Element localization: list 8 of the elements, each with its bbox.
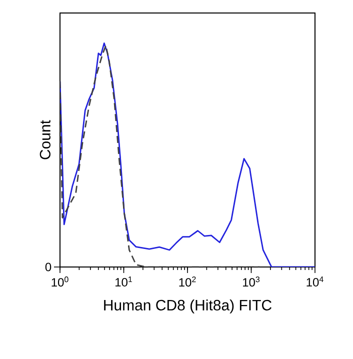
- x-tick-label: 10$^{3}$: [243, 276, 260, 287]
- y-axis-title: Count: [40, 120, 50, 160]
- x-axis-title: Human CD8 (Hit8a) FITC: [104, 299, 272, 314]
- text: 0: [45, 262, 52, 272]
- x-tick-label: 10$^{1}$: [116, 276, 132, 286]
- x-tick-label: 10$^{0}$: [52, 276, 68, 287]
- x-tick-label: 10$^{4}$: [306, 276, 324, 286]
- x-tick-label: 10$^{2}$: [179, 276, 196, 287]
